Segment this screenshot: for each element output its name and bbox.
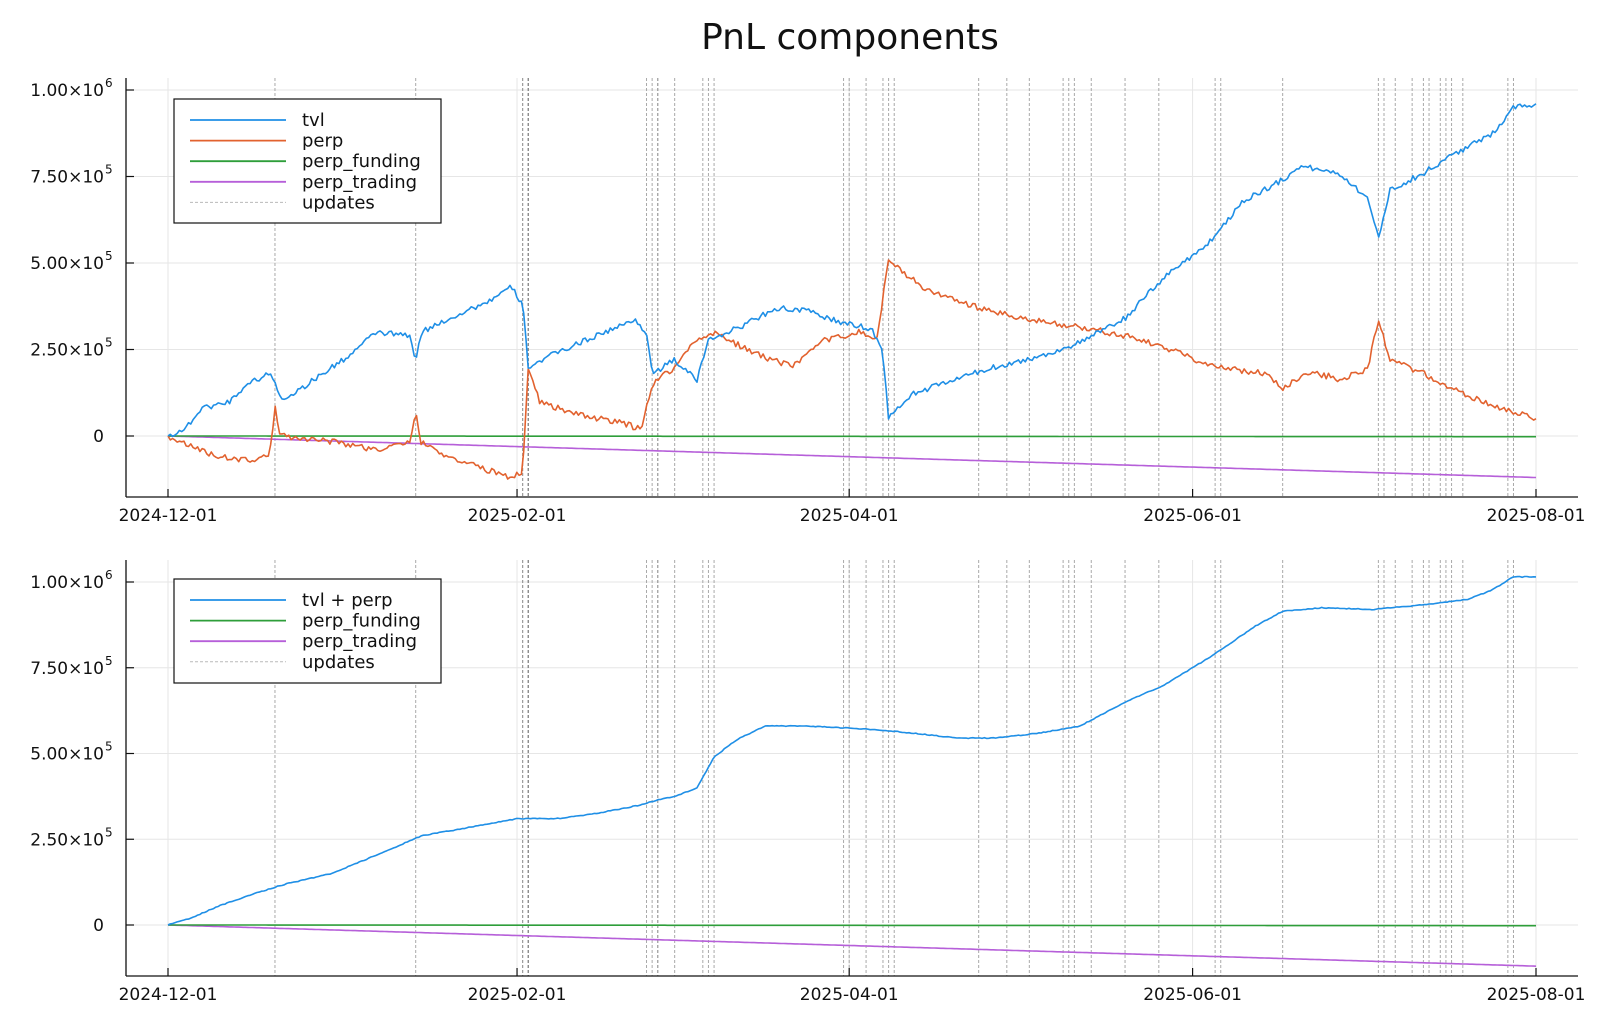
panel-bottom: 2024-12-01 2025-02-01 2025-04-01 2025-06-01… — [30, 560, 1585, 1005]
y-tick-exponent: 5 — [105, 654, 113, 668]
update-lines — [274, 560, 1514, 976]
y-tick-label: 0 — [93, 427, 104, 447]
x-tick-label: 2025-08-01 — [1487, 506, 1586, 526]
y-tick-label: 0 — [93, 916, 104, 936]
series-line-perp-funding — [168, 924, 1536, 927]
x-tick-label: 2025-02-01 — [468, 506, 567, 526]
y-tick-label: 5.00×10 — [30, 745, 104, 765]
y-tick-exponent: 5 — [105, 249, 113, 263]
series-line-perp — [167, 259, 1537, 480]
series-line-perp-trading — [167, 435, 1536, 479]
y-tick-label: 1.00×10 — [30, 573, 104, 593]
y-tick-label: 2.50×10 — [30, 830, 104, 850]
y-tick-exponent: 6 — [105, 76, 113, 90]
legend-label: tvl + perp — [302, 590, 393, 611]
y-tick-exponent: 5 — [105, 825, 113, 839]
y-tick-label: 2.50×10 — [30, 341, 104, 361]
x-tick-label: 2025-04-01 — [800, 506, 899, 526]
x-tick-label: 2025-06-01 — [1143, 506, 1242, 526]
y-tick-label: 7.50×10 — [30, 659, 104, 679]
series-line-tvl-perp — [167, 575, 1537, 926]
legend-label: perp_trading — [302, 172, 417, 193]
figure-title: PnL components — [701, 17, 999, 58]
series-group — [167, 575, 1537, 967]
legend-box — [173, 578, 442, 684]
legend: tvl + perpperp_fundingperp_tradingupdate… — [173, 578, 442, 684]
axes: 2024-12-01 2025-02-01 2025-04-01 2025-06-01… — [30, 560, 1585, 1005]
panel-top: 2024-12-01 2025-02-01 2025-04-01 2025-06-01… — [30, 76, 1585, 526]
series-group — [167, 103, 1537, 480]
y-tick-exponent: 5 — [105, 740, 113, 754]
legend-label: perp_funding — [302, 611, 421, 632]
x-tick-label: 2024-12-01 — [119, 985, 218, 1005]
legend-label: perp_trading — [302, 631, 417, 652]
x-tick-label: 2025-02-01 — [468, 985, 567, 1005]
axes: 2024-12-01 2025-02-01 2025-04-01 2025-06-01… — [30, 76, 1585, 526]
x-tick-label: 2025-04-01 — [800, 985, 899, 1005]
series-line-perp-funding — [168, 435, 1536, 438]
legend-label: perp_funding — [302, 151, 421, 172]
legend-label: updates — [302, 652, 375, 673]
series-line-perp-trading — [167, 924, 1537, 967]
legend-label: tvl — [302, 110, 325, 131]
update-lines — [274, 78, 1514, 497]
y-tick-label: 5.00×10 — [30, 254, 104, 274]
x-tick-label: 2024-12-01 — [119, 506, 218, 526]
y-tick-exponent: 5 — [105, 336, 113, 350]
y-tick-exponent: 6 — [105, 568, 113, 582]
y-tick-label: 1.00×10 — [30, 81, 104, 101]
series-line-tvl — [167, 103, 1537, 438]
x-tick-label: 2025-08-01 — [1487, 985, 1586, 1005]
legend-label: perp — [302, 131, 343, 152]
y-tick-label: 7.50×10 — [30, 168, 104, 188]
legend-label: updates — [302, 192, 375, 213]
y-tick-exponent: 5 — [105, 163, 113, 177]
x-tick-label: 2025-06-01 — [1143, 985, 1242, 1005]
